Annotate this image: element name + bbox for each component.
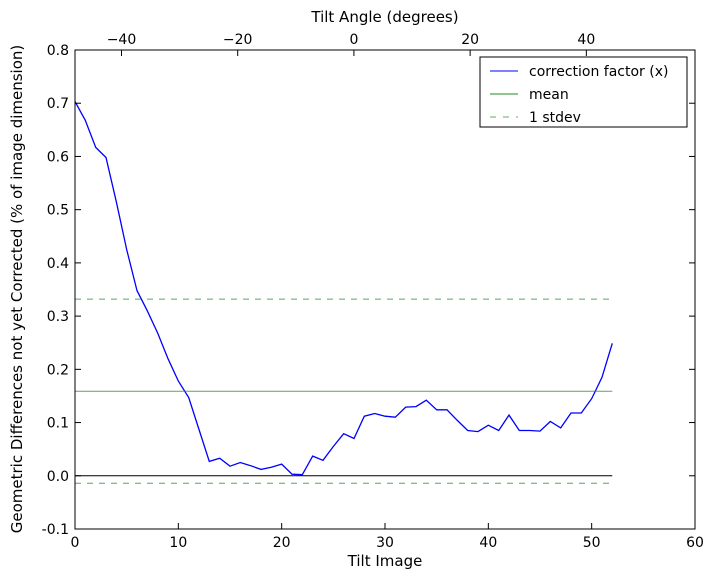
y-tick-label: 0.3	[47, 309, 69, 325]
x-tick-label: 40	[479, 535, 497, 551]
series-line-correction-factor-x-	[74, 101, 613, 476]
x-tick-label: 10	[169, 535, 187, 551]
x-tick-label: 60	[686, 535, 704, 551]
y-tick-label: 0.1	[47, 416, 69, 432]
y-tick-label: -0.1	[42, 522, 69, 538]
y-tick-label: 0.6	[47, 149, 69, 165]
top-x-tick-label: −20	[223, 32, 253, 48]
legend-label: 1 stdev	[529, 110, 581, 126]
top-x-axis-label: Tilt Angle (degrees)	[310, 8, 458, 26]
x-tick-label: 0	[71, 535, 80, 551]
top-x-tick-label: 40	[577, 32, 595, 48]
top-x-tick-label: 0	[349, 32, 358, 48]
y-axis-label: Geometric Differences not yet Corrected …	[8, 45, 26, 534]
legend-label: mean	[529, 87, 569, 103]
top-x-tick-label: −40	[107, 32, 137, 48]
x-tick-label: 30	[376, 535, 394, 551]
top-x-tick-label: 20	[461, 32, 479, 48]
y-tick-label: 0.4	[47, 256, 69, 272]
y-tick-label: 0.8	[47, 43, 69, 59]
x-tick-label: 50	[583, 535, 601, 551]
x-tick-label: 20	[273, 535, 291, 551]
y-tick-label: 0.5	[47, 203, 69, 219]
plot-lines	[74, 101, 613, 484]
x-axis-label: Tilt Image	[347, 552, 423, 570]
ticks: 0 10 20 30 40 50 60 -0.1 0.0 0.1 0.2 0.3 0.4 0.5 0.6 0.…	[42, 32, 704, 551]
legend-label: correction factor (x)	[529, 64, 668, 80]
legend: correction factor (x) mean 1 stdev	[479, 56, 688, 128]
y-tick-label: 0.0	[47, 469, 69, 485]
legend-box	[479, 56, 688, 128]
y-tick-label: 0.7	[47, 96, 69, 112]
y-tick-label: 0.2	[47, 362, 69, 378]
